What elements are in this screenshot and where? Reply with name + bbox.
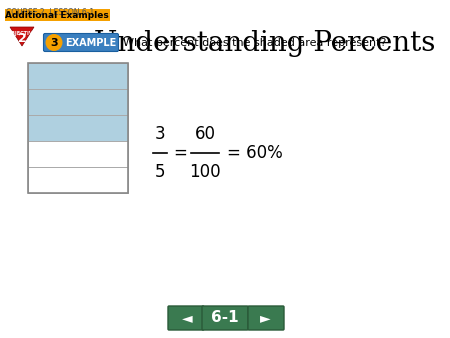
Text: OBJECTIVE: OBJECTIVE [8,31,36,36]
Text: ◄: ◄ [182,311,192,325]
Text: = 60%: = 60% [227,144,283,162]
Bar [5,9,110,21]
Text: 5: 5 [155,163,165,181]
Text: EXAMPLE: EXAMPLE [65,38,117,48]
Text: =: = [173,144,187,162]
Text: COURSE 2  LESSON 6-1: COURSE 2 LESSON 6-1 [6,8,94,17]
Circle shape [45,34,63,51]
Bar [28,115,128,141]
Text: What percent does the shaded area represent?: What percent does the shaded area repres… [123,38,387,48]
Text: 100: 100 [189,163,221,181]
Text: ►: ► [260,311,270,325]
Polygon shape [10,27,34,46]
FancyBboxPatch shape [248,306,284,330]
Text: 3: 3 [155,125,165,143]
Bar [28,63,128,193]
Bar [28,89,128,115]
Text: Additional Examples: Additional Examples [5,10,109,20]
FancyBboxPatch shape [44,33,118,51]
Text: 3: 3 [50,38,58,48]
Text: Understanding Percents: Understanding Percents [94,30,436,57]
Text: 6-1: 6-1 [211,311,239,325]
Bar [28,63,128,89]
Bar [28,141,128,167]
Bar [28,167,128,193]
Text: 60: 60 [194,125,216,143]
Text: 2: 2 [18,31,27,45]
FancyBboxPatch shape [168,306,204,330]
FancyBboxPatch shape [202,306,248,330]
